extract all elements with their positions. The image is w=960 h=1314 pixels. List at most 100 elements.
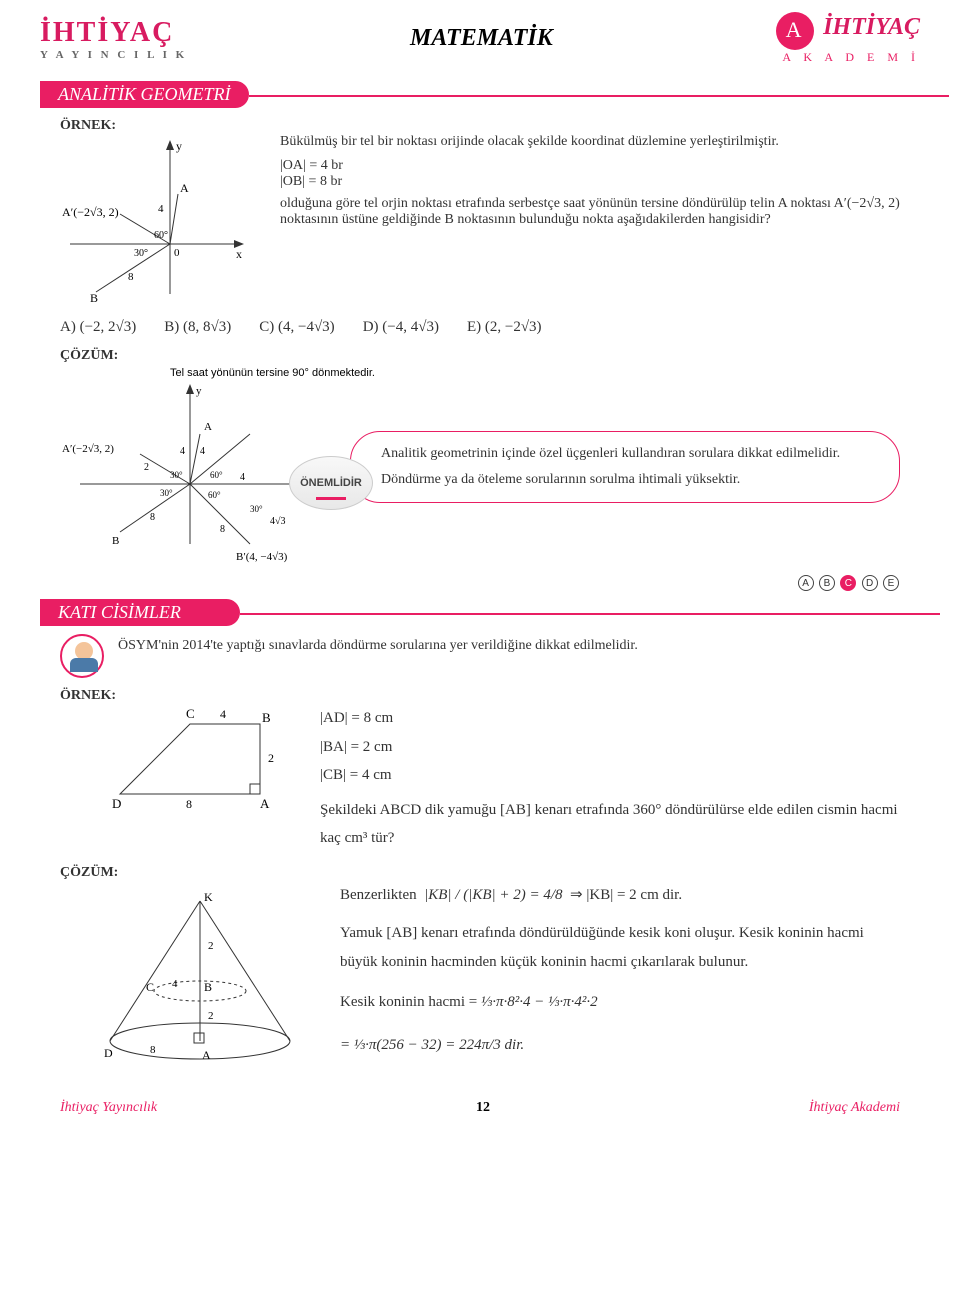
adviser-icon bbox=[60, 634, 104, 678]
sv4r3: 4√3 bbox=[270, 516, 286, 527]
sv4a: 4 bbox=[180, 446, 185, 457]
important-badge: ÖNEMLİDİR ▬▬▬ bbox=[289, 456, 373, 510]
cv2a: 2 bbox=[208, 940, 214, 952]
diag-30: 30° bbox=[134, 248, 148, 259]
footer-page: 12 bbox=[476, 1100, 490, 1116]
sB: B bbox=[112, 535, 119, 547]
sv8a: 8 bbox=[150, 512, 155, 523]
diag-8: 8 bbox=[128, 271, 134, 283]
pill-e: E bbox=[883, 575, 899, 591]
cC: C bbox=[146, 980, 154, 994]
opt-b: B) (8, 8√3) bbox=[164, 319, 231, 336]
s2l2: Yamuk [AB] kenarı etrafında döndürüldüğü… bbox=[340, 919, 900, 976]
important-badge-text: ÖNEMLİDİR bbox=[300, 477, 362, 489]
example-label-1: ÖRNEK: bbox=[60, 118, 900, 134]
sa60a: 60° bbox=[210, 470, 223, 480]
cA: A bbox=[202, 1048, 211, 1062]
oa: |OA| = 4 br bbox=[280, 158, 900, 174]
diag-O: 0 bbox=[174, 247, 180, 259]
sv4c: 4 bbox=[240, 472, 245, 483]
sy: y bbox=[196, 385, 202, 397]
t4: 4 bbox=[220, 707, 226, 721]
cK: K bbox=[204, 890, 213, 904]
pill-c: C bbox=[840, 575, 856, 591]
sa30a: 30° bbox=[160, 488, 173, 498]
brand-right: İHTİYAÇ bbox=[823, 14, 920, 40]
diag-x: x bbox=[236, 247, 242, 261]
solution1-diagram: Tel saat yönünün tersine 90° dönmektedir… bbox=[60, 364, 320, 569]
imp-p2: Döndürme ya da öteleme sorularının sorul… bbox=[381, 472, 879, 488]
cB: B bbox=[204, 980, 212, 994]
cone-diagram: K C B D A 2 2 4 8 bbox=[90, 881, 310, 1076]
page-title: MATEMATİK bbox=[410, 25, 553, 52]
page-header: İHTİYAÇ Y A Y I N C I L I K MATEMATİK İH… bbox=[0, 0, 960, 73]
s2l3a: Kesik koninin hacmi = bbox=[340, 994, 477, 1010]
solution2-text: Benzerlikten |KB| / (|KB| + 2) = 4/8 ⇒ |… bbox=[340, 881, 900, 1060]
t8: 8 bbox=[186, 797, 192, 811]
p2: olduğuna göre tel orjin noktası etrafınd… bbox=[280, 196, 900, 228]
imp-p1: Analitik geometrinin içinde özel üçgenle… bbox=[381, 446, 879, 462]
section-title-2: KATI CİSİMLER bbox=[40, 599, 240, 626]
cv8: 8 bbox=[150, 1044, 156, 1056]
brand-left: İHTİYAÇ bbox=[40, 17, 187, 49]
pill-d: D bbox=[862, 575, 878, 591]
footer-left: İhtiyaç Yayıncılık bbox=[60, 1100, 157, 1116]
cD: D bbox=[104, 1046, 113, 1060]
sv2: 2 bbox=[144, 462, 149, 473]
solution-label-2: ÇÖZÜM: bbox=[60, 865, 900, 881]
sa60b: 60° bbox=[208, 490, 221, 500]
example1-diagram: A B 0 y x 4 8 30° 60° A′(−2√3, 2) bbox=[60, 134, 250, 309]
example-label-2: ÖRNEK: bbox=[60, 688, 900, 704]
important-box: ÖNEMLİDİR ▬▬▬ Analitik geometrinin içind… bbox=[350, 431, 900, 503]
ob: |OB| = 8 br bbox=[280, 174, 900, 190]
pill-b: B bbox=[819, 575, 835, 591]
cv4: 4 bbox=[172, 978, 178, 990]
diag-4: 4 bbox=[158, 203, 164, 215]
academy-icon bbox=[776, 12, 814, 50]
eq-ad: |AD| = 8 cm bbox=[320, 704, 900, 733]
section-title-1: ANALİTİK GEOMETRİ bbox=[40, 81, 249, 108]
sol-caption: Tel saat yönünün tersine 90° dönmektedir… bbox=[170, 367, 375, 379]
diag-Aprime: A′(−2√3, 2) bbox=[62, 205, 119, 219]
sA: A bbox=[204, 421, 212, 433]
answer-pills: A B C D E bbox=[0, 575, 960, 591]
eq-cb: |CB| = 4 cm bbox=[320, 761, 900, 790]
s2l1a: Benzerlikten bbox=[340, 887, 417, 903]
eq-ba: |BA| = 2 cm bbox=[320, 733, 900, 762]
tD: D bbox=[112, 796, 121, 811]
tB: B bbox=[262, 710, 271, 725]
p1: Bükülmüş bir tel bir noktası orijinde ol… bbox=[280, 134, 900, 150]
sv8b: 8 bbox=[220, 524, 225, 535]
sAp: A′(−2√3, 2) bbox=[62, 443, 114, 455]
opt-a: A) (−2, 2√3) bbox=[60, 319, 136, 336]
ex2-problem: Şekildeki ABCD dik yamuğu [AB] kenarı et… bbox=[320, 796, 900, 853]
opt-d: D) (−4, 4√3) bbox=[363, 319, 439, 336]
advice-text: ÖSYM'nin 2014'te yaptığı sınavlarda dönd… bbox=[118, 634, 638, 654]
trapezoid-diagram: C B D A 4 2 8 bbox=[90, 704, 290, 829]
adviser-row: ÖSYM'nin 2014'te yaptığı sınavlarda dönd… bbox=[0, 630, 960, 682]
example1-options: A) (−2, 2√3) B) (8, 8√3) C) (4, −4√3) D)… bbox=[60, 319, 900, 336]
example2-text: |AD| = 8 cm |BA| = 2 cm |CB| = 4 cm Şeki… bbox=[320, 704, 900, 853]
opt-e: E) (2, −2√3) bbox=[467, 319, 542, 336]
tA: A bbox=[260, 796, 270, 811]
sa30b: 30° bbox=[170, 470, 183, 480]
logo-right: İHTİYAÇ A K A D E M İ bbox=[776, 12, 920, 65]
s2l1b: ⇒ |KB| = 2 cm dir. bbox=[570, 887, 682, 903]
logo-left: İHTİYAÇ Y A Y I N C I L I K bbox=[40, 17, 187, 61]
s2l1frac: |KB| / (|KB| + 2) = 4/8 bbox=[424, 887, 562, 903]
t2: 2 bbox=[268, 751, 274, 765]
diag-y: y bbox=[176, 139, 182, 153]
diag-B: B bbox=[90, 291, 98, 305]
s2l3b: ⅓·π·8²·4 − ⅓·π·4²·2 bbox=[481, 994, 598, 1010]
pill-a: A bbox=[798, 575, 814, 591]
example1-text: Bükülmüş bir tel bir noktası orijinde ol… bbox=[280, 134, 900, 228]
sBp: B′(4, −4√3) bbox=[236, 551, 288, 563]
cv2b: 2 bbox=[208, 1010, 214, 1022]
s2l4: = ⅓·π(256 − 32) = 224π/3 dir. bbox=[340, 1031, 900, 1060]
solution-label-1: ÇÖZÜM: bbox=[60, 348, 900, 364]
sa30c: 30° bbox=[250, 504, 263, 514]
footer: İhtiyaç Yayıncılık 12 İhtiyaç Akademi bbox=[0, 1082, 960, 1140]
brand-left-sub: Y A Y I N C I L I K bbox=[40, 49, 187, 61]
footer-right: İhtiyaç Akademi bbox=[809, 1100, 900, 1116]
diag-A: A bbox=[180, 181, 189, 195]
